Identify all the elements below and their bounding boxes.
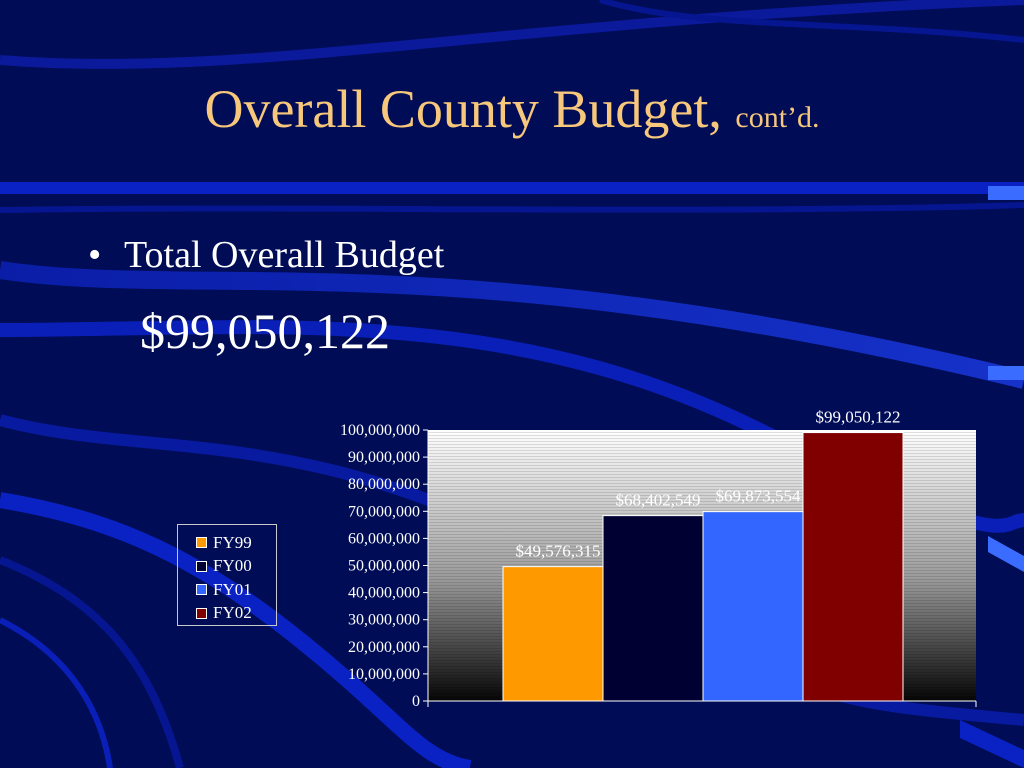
y-tick-label: 90,000,000 [348,449,420,466]
y-tick-label: 100,000,000 [340,422,420,439]
bar-fy00 [602,515,704,702]
y-tick-label: 10,000,000 [348,666,420,683]
data-label-fy99: $49,576,315 [516,542,601,561]
bar-fy99 [502,566,604,702]
chart-legend: FY99 FY00 FY01 FY02 [177,524,277,626]
bullet-marker: • [88,234,102,276]
legend-item-fy99: FY99 [196,531,276,555]
y-tick-label: 70,000,000 [348,503,420,520]
legend-label: FY01 [213,579,252,599]
y-tick-label: 20,000,000 [348,639,420,656]
legend-swatch [196,537,207,549]
y-tick-label: 30,000,000 [348,612,420,629]
deco-tab-4 [960,720,1024,768]
legend-label: FY99 [213,532,252,552]
bar-fy02 [802,432,904,702]
data-label-fy02: $99,050,122 [816,408,901,427]
deco-tab-2 [988,366,1024,380]
bullet-item: • Total Overall Budget [88,236,444,274]
y-tick-label: 0 [412,693,420,710]
legend-swatch [196,607,207,619]
deco-tab-1 [988,186,1024,200]
y-tick-label: 50,000,000 [348,558,420,575]
legend-swatch [196,560,207,572]
total-amount: $99,050,122 [140,303,390,359]
legend-item-fy00: FY00 [196,555,276,579]
bar-fy01 [702,511,804,702]
bullet-text: Total Overall Budget [124,234,445,276]
y-tick-label: 40,000,000 [348,585,420,602]
deco-tab-3 [988,536,1024,572]
legend-swatch [196,584,207,596]
legend-label: FY00 [213,556,252,576]
data-label-fy01: $69,873,554 [716,487,802,506]
data-label-fy00: $68,402,549 [616,491,701,510]
legend-item-fy01: FY01 [196,578,276,602]
title-sub: cont’d. [735,101,820,134]
slide-title: Overall County Budget, cont’d. [0,82,1024,136]
legend-item-fy02: FY02 [196,602,276,626]
y-tick-label: 60,000,000 [348,530,420,547]
y-tick-label: 80,000,000 [348,476,420,493]
legend-label: FY02 [213,603,252,623]
title-main: Overall County Budget, [204,79,722,139]
